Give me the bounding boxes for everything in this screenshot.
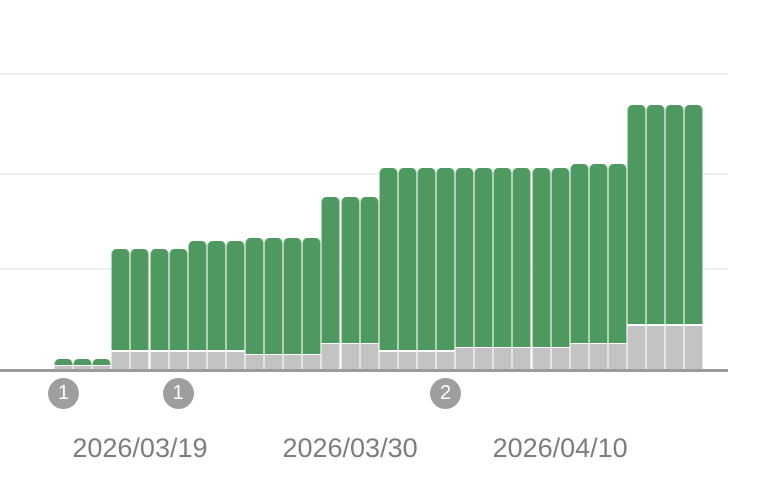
bar-segment-gray[interactable] bbox=[397, 351, 417, 370]
bar-segment-gray[interactable] bbox=[359, 344, 379, 370]
bar-segment-gray[interactable] bbox=[493, 347, 513, 370]
bar-segment-green[interactable] bbox=[187, 241, 207, 351]
bar-segment-gray[interactable] bbox=[588, 344, 608, 370]
bar-segment-green[interactable] bbox=[283, 237, 303, 354]
bar-segment-green[interactable] bbox=[665, 105, 685, 325]
bar-segment-green[interactable] bbox=[111, 248, 131, 351]
bar-segment-green[interactable] bbox=[340, 197, 360, 343]
bar-segment-gray[interactable] bbox=[225, 351, 245, 370]
bar-segment-gray[interactable] bbox=[436, 351, 456, 370]
bar-segment-gray[interactable] bbox=[321, 344, 341, 370]
bar-segment-green[interactable] bbox=[436, 167, 456, 351]
bar-segment-green[interactable] bbox=[264, 237, 284, 354]
bar-segment-green[interactable] bbox=[531, 167, 551, 347]
bar-segment-gray[interactable] bbox=[92, 366, 112, 370]
milestone-badge[interactable]: 2 bbox=[430, 378, 462, 409]
bar-segment-green[interactable] bbox=[378, 167, 398, 351]
bar-segment-green[interactable] bbox=[130, 248, 150, 351]
bar-segment-gray[interactable] bbox=[607, 344, 627, 370]
bar-segment-gray[interactable] bbox=[416, 351, 436, 370]
gridline bbox=[0, 173, 728, 175]
bar-segment-gray[interactable] bbox=[283, 355, 303, 370]
bar-segment-gray[interactable] bbox=[149, 351, 169, 370]
bar-segment-green[interactable] bbox=[474, 167, 494, 347]
bar-segment-green[interactable] bbox=[512, 167, 532, 347]
bar-segment-green[interactable] bbox=[569, 163, 589, 343]
bar-segment-gray[interactable] bbox=[187, 351, 207, 370]
bar-segment-gray[interactable] bbox=[340, 344, 360, 370]
bar-segment-gray[interactable] bbox=[455, 347, 475, 370]
bar-segment-gray[interactable] bbox=[130, 351, 150, 370]
bar-segment-green[interactable] bbox=[302, 237, 322, 354]
bar-segment-green[interactable] bbox=[245, 237, 265, 354]
bar-segment-green[interactable] bbox=[73, 358, 93, 365]
bar-segment-gray[interactable] bbox=[264, 355, 284, 370]
bar-segment-green[interactable] bbox=[627, 105, 647, 325]
bar-segment-green[interactable] bbox=[684, 105, 704, 325]
milestone-badge[interactable]: 1 bbox=[162, 378, 194, 409]
x-tick-label: 2026/04/10 bbox=[492, 433, 628, 463]
x-tick-label: 2026/03/30 bbox=[282, 433, 418, 463]
bar-segment-gray[interactable] bbox=[111, 351, 131, 370]
x-axis-line bbox=[0, 369, 728, 372]
bar-segment-green[interactable] bbox=[493, 167, 513, 347]
bar-segment-green[interactable] bbox=[455, 167, 475, 347]
bar-segment-gray[interactable] bbox=[531, 347, 551, 370]
bar-segment-gray[interactable] bbox=[665, 325, 685, 370]
bar-segment-gray[interactable] bbox=[54, 366, 74, 370]
bar-segment-gray[interactable] bbox=[168, 351, 188, 370]
bar-segment-gray[interactable] bbox=[550, 347, 570, 370]
bar-segment-green[interactable] bbox=[149, 248, 169, 351]
bar-segment-green[interactable] bbox=[550, 167, 570, 347]
bar-segment-gray[interactable] bbox=[684, 325, 704, 370]
bar-segment-gray[interactable] bbox=[206, 351, 226, 370]
bar-segment-gray[interactable] bbox=[73, 366, 93, 370]
bar-segment-gray[interactable] bbox=[378, 351, 398, 370]
bar-segment-green[interactable] bbox=[225, 241, 245, 351]
bar-segment-green[interactable] bbox=[321, 197, 341, 343]
bar-segment-green[interactable] bbox=[168, 248, 188, 351]
bar-segment-gray[interactable] bbox=[474, 347, 494, 370]
milestone-badge[interactable]: 1 bbox=[48, 378, 80, 409]
bar-segment-green[interactable] bbox=[54, 358, 74, 365]
bar-segment-green[interactable] bbox=[397, 167, 417, 351]
bar-segment-green[interactable] bbox=[92, 358, 112, 365]
gridline bbox=[0, 73, 728, 75]
bar-segment-gray[interactable] bbox=[569, 344, 589, 370]
bar-segment-green[interactable] bbox=[588, 163, 608, 343]
bar-segment-gray[interactable] bbox=[245, 355, 265, 370]
bar-segment-gray[interactable] bbox=[512, 347, 532, 370]
bar-segment-green[interactable] bbox=[359, 197, 379, 343]
x-tick-label: 2026/03/19 bbox=[72, 433, 208, 463]
bar-segment-green[interactable] bbox=[416, 167, 436, 351]
bar-segment-gray[interactable] bbox=[302, 355, 322, 370]
bar-segment-green[interactable] bbox=[607, 163, 627, 343]
bar-segment-green[interactable] bbox=[646, 105, 666, 325]
bar-segment-gray[interactable] bbox=[627, 325, 647, 370]
bar-segment-green[interactable] bbox=[206, 241, 226, 351]
bar-segment-gray[interactable] bbox=[646, 325, 666, 370]
